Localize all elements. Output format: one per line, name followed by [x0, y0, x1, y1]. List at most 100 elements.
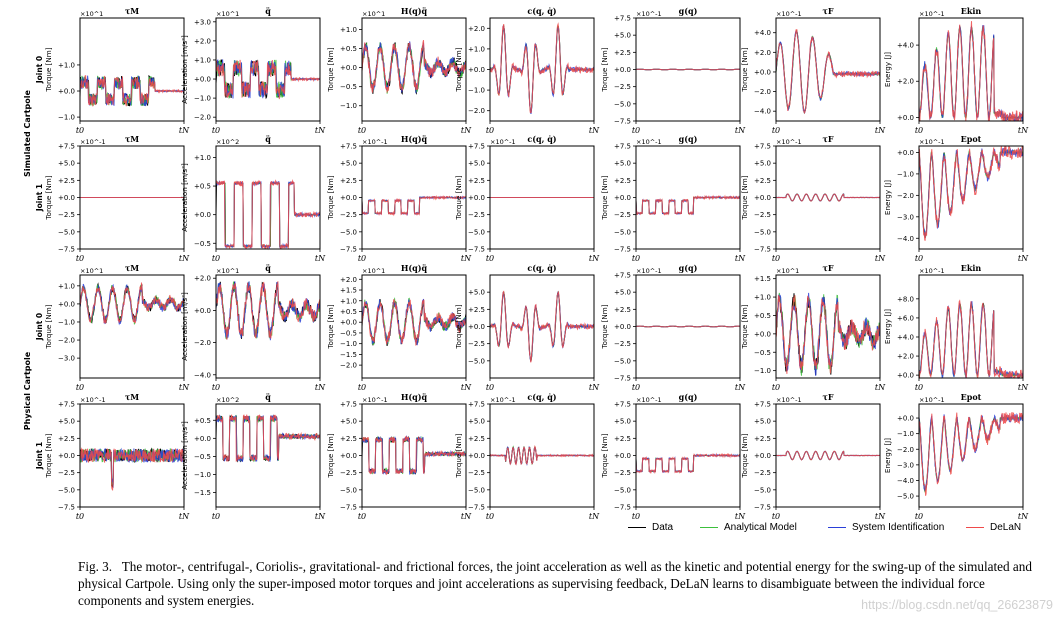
- plot-frame: [775, 274, 881, 379]
- axis-exponent: ×10^-1: [362, 396, 388, 404]
- series-line-delan: [79, 282, 185, 324]
- x-tick-label: tN: [875, 126, 886, 135]
- series-line-delan: [489, 445, 595, 466]
- y-tick-label: −1.0: [340, 340, 357, 348]
- subplot-title: H(q)q̈: [401, 134, 428, 144]
- x-tick-label: t0: [212, 383, 220, 392]
- y-tick-label: +0.0: [194, 307, 211, 315]
- series-line-analytical-model: [361, 435, 466, 475]
- plot-frame: [918, 403, 1024, 508]
- series-line-delan: [635, 452, 741, 475]
- y-tick-label: −2.5: [754, 211, 771, 219]
- series-line-delan: [776, 193, 881, 202]
- x-tick-label: tN: [179, 254, 190, 263]
- y-tick-label: −4.0: [194, 371, 211, 379]
- y-tick-label: +0.0: [614, 194, 631, 202]
- y-tick-label: −5.0: [614, 228, 631, 236]
- x-tick-label: t0: [486, 383, 494, 392]
- plot-frame: [918, 145, 1024, 250]
- y-tick-label: −1.0: [58, 114, 75, 122]
- axis-exponent: ×10^-1: [362, 138, 388, 146]
- legend-swatch-data: [628, 527, 646, 528]
- y-tick-label: −2.5: [468, 211, 485, 219]
- subplot-r3-c4: −7.5 −5.0 −2.5 +0.0 +2.5 +5.0 +7.5 t0 tN g(q) ×10^…: [600, 392, 746, 521]
- x-tick-label: tN: [735, 512, 746, 521]
- y-axis-label: Torque [Nm]: [454, 47, 463, 92]
- x-tick-label: tN: [735, 383, 746, 392]
- axis-exponent: ×10^-1: [490, 396, 516, 404]
- y-tick-label: +0.0: [58, 194, 75, 202]
- series-line-delan: [635, 68, 741, 71]
- x-tick-label: t0: [212, 512, 220, 521]
- x-tick-label: tN: [1018, 254, 1029, 263]
- y-tick-label: +7.5: [468, 143, 485, 151]
- y-tick-label: +1.0: [468, 45, 485, 53]
- subplot-r0-c2: −1.0 −0.5 +0.0 +0.5 +1.0 t0 tN H(q)q̈ ×10^1 Torqu…: [326, 6, 472, 135]
- x-tick-label: t0: [76, 254, 84, 263]
- y-axis-label: Energy [J]: [883, 309, 892, 344]
- y-tick-label: +0.0: [754, 68, 771, 76]
- plot-frame: [361, 17, 467, 122]
- y-tick-label: −0.5: [194, 240, 211, 248]
- axis-exponent: ×10^-1: [80, 138, 106, 146]
- plot-frame: [775, 17, 881, 122]
- group-label: Physical Cartpole: [23, 351, 32, 430]
- x-tick-label: tN: [315, 383, 326, 392]
- plot-frame: [918, 274, 1024, 379]
- y-tick-label: +2.0: [468, 25, 485, 33]
- y-tick-label: −3.0: [897, 461, 914, 469]
- subplot-r0-c0: −1.0 +0.0 +1.0 t0 tN τM ×10^1 Torque [Nm]Joint …: [35, 6, 190, 135]
- x-tick-label: t0: [915, 383, 923, 392]
- subplot-title: g(q): [679, 134, 698, 144]
- y-tick-label: +0.0: [468, 194, 485, 202]
- series-line-system-identification: [215, 414, 321, 463]
- y-tick-label: +0.0: [897, 372, 914, 380]
- series-line-delan: [635, 325, 741, 328]
- axis-exponent: ×10^1: [362, 10, 385, 18]
- subplot-title: Ekin: [961, 6, 982, 16]
- subplot-r3-c0: −7.5 −5.0 −2.5 +0.0 +2.5 +5.0 +7.5 t0 tN τM ×10^-1…: [35, 392, 190, 521]
- y-axis-label: Torque [Nm]: [326, 433, 335, 478]
- y-tick-label: −1.0: [340, 102, 357, 110]
- subplot-title: g(q): [679, 392, 698, 402]
- y-tick-label: +2.5: [58, 435, 75, 443]
- y-tick-label: +7.5: [468, 401, 485, 409]
- subplot-title: τF: [822, 134, 833, 144]
- y-tick-label: −0.5: [340, 83, 357, 91]
- subplot-title: Epot: [961, 134, 982, 144]
- x-tick-label: tN: [179, 512, 190, 521]
- subplot-title: q̈: [265, 392, 271, 402]
- x-tick-label: t0: [358, 126, 366, 135]
- y-tick-label: +5.0: [468, 418, 485, 426]
- y-tick-label: +2.5: [614, 435, 631, 443]
- y-tick-label: +0.5: [194, 417, 211, 425]
- subplot-title: Ekin: [961, 263, 982, 273]
- subplot-r0-c1: −2.0 −1.0 +0.0 +1.0 +2.0 +3.0 t0 tN q̈ ×10^1 Accel…: [180, 6, 326, 135]
- axis-exponent: ×10^1: [216, 10, 239, 18]
- legend-swatch-analytical: [700, 527, 718, 528]
- x-tick-label: t0: [358, 254, 366, 263]
- subplot-r2-c3: −5.0 −2.5 +0.0 +2.5 +5.0 t0 tN c(q, q̇) Torque […: [454, 263, 600, 392]
- y-tick-label: +8.0: [897, 295, 914, 303]
- y-tick-label: −2.0: [897, 446, 914, 454]
- y-tick-label: +0.0: [614, 66, 631, 74]
- axis-exponent: ×10^-1: [919, 267, 945, 275]
- y-tick-label: −7.5: [58, 504, 75, 512]
- y-tick-label: −1.0: [194, 95, 211, 103]
- legend-item-analytical-model: Analytical Model: [700, 522, 797, 533]
- subplot-title: τM: [125, 134, 139, 144]
- y-tick-label: +5.0: [340, 418, 357, 426]
- y-axis-label: Torque [Nm]: [44, 433, 53, 478]
- x-tick-label: tN: [589, 126, 600, 135]
- series-line-delan: [775, 29, 881, 115]
- y-tick-label: +0.0: [468, 452, 485, 460]
- y-axis-label: Torque [Nm]: [740, 175, 749, 220]
- x-tick-label: tN: [875, 383, 886, 392]
- y-tick-label: −5.0: [614, 100, 631, 108]
- y-tick-label: +2.5: [468, 306, 485, 314]
- axis-exponent: ×10^-1: [80, 396, 106, 404]
- x-tick-label: tN: [461, 383, 472, 392]
- series-line-system-identification: [775, 292, 881, 376]
- series-line-system-identification: [215, 281, 321, 341]
